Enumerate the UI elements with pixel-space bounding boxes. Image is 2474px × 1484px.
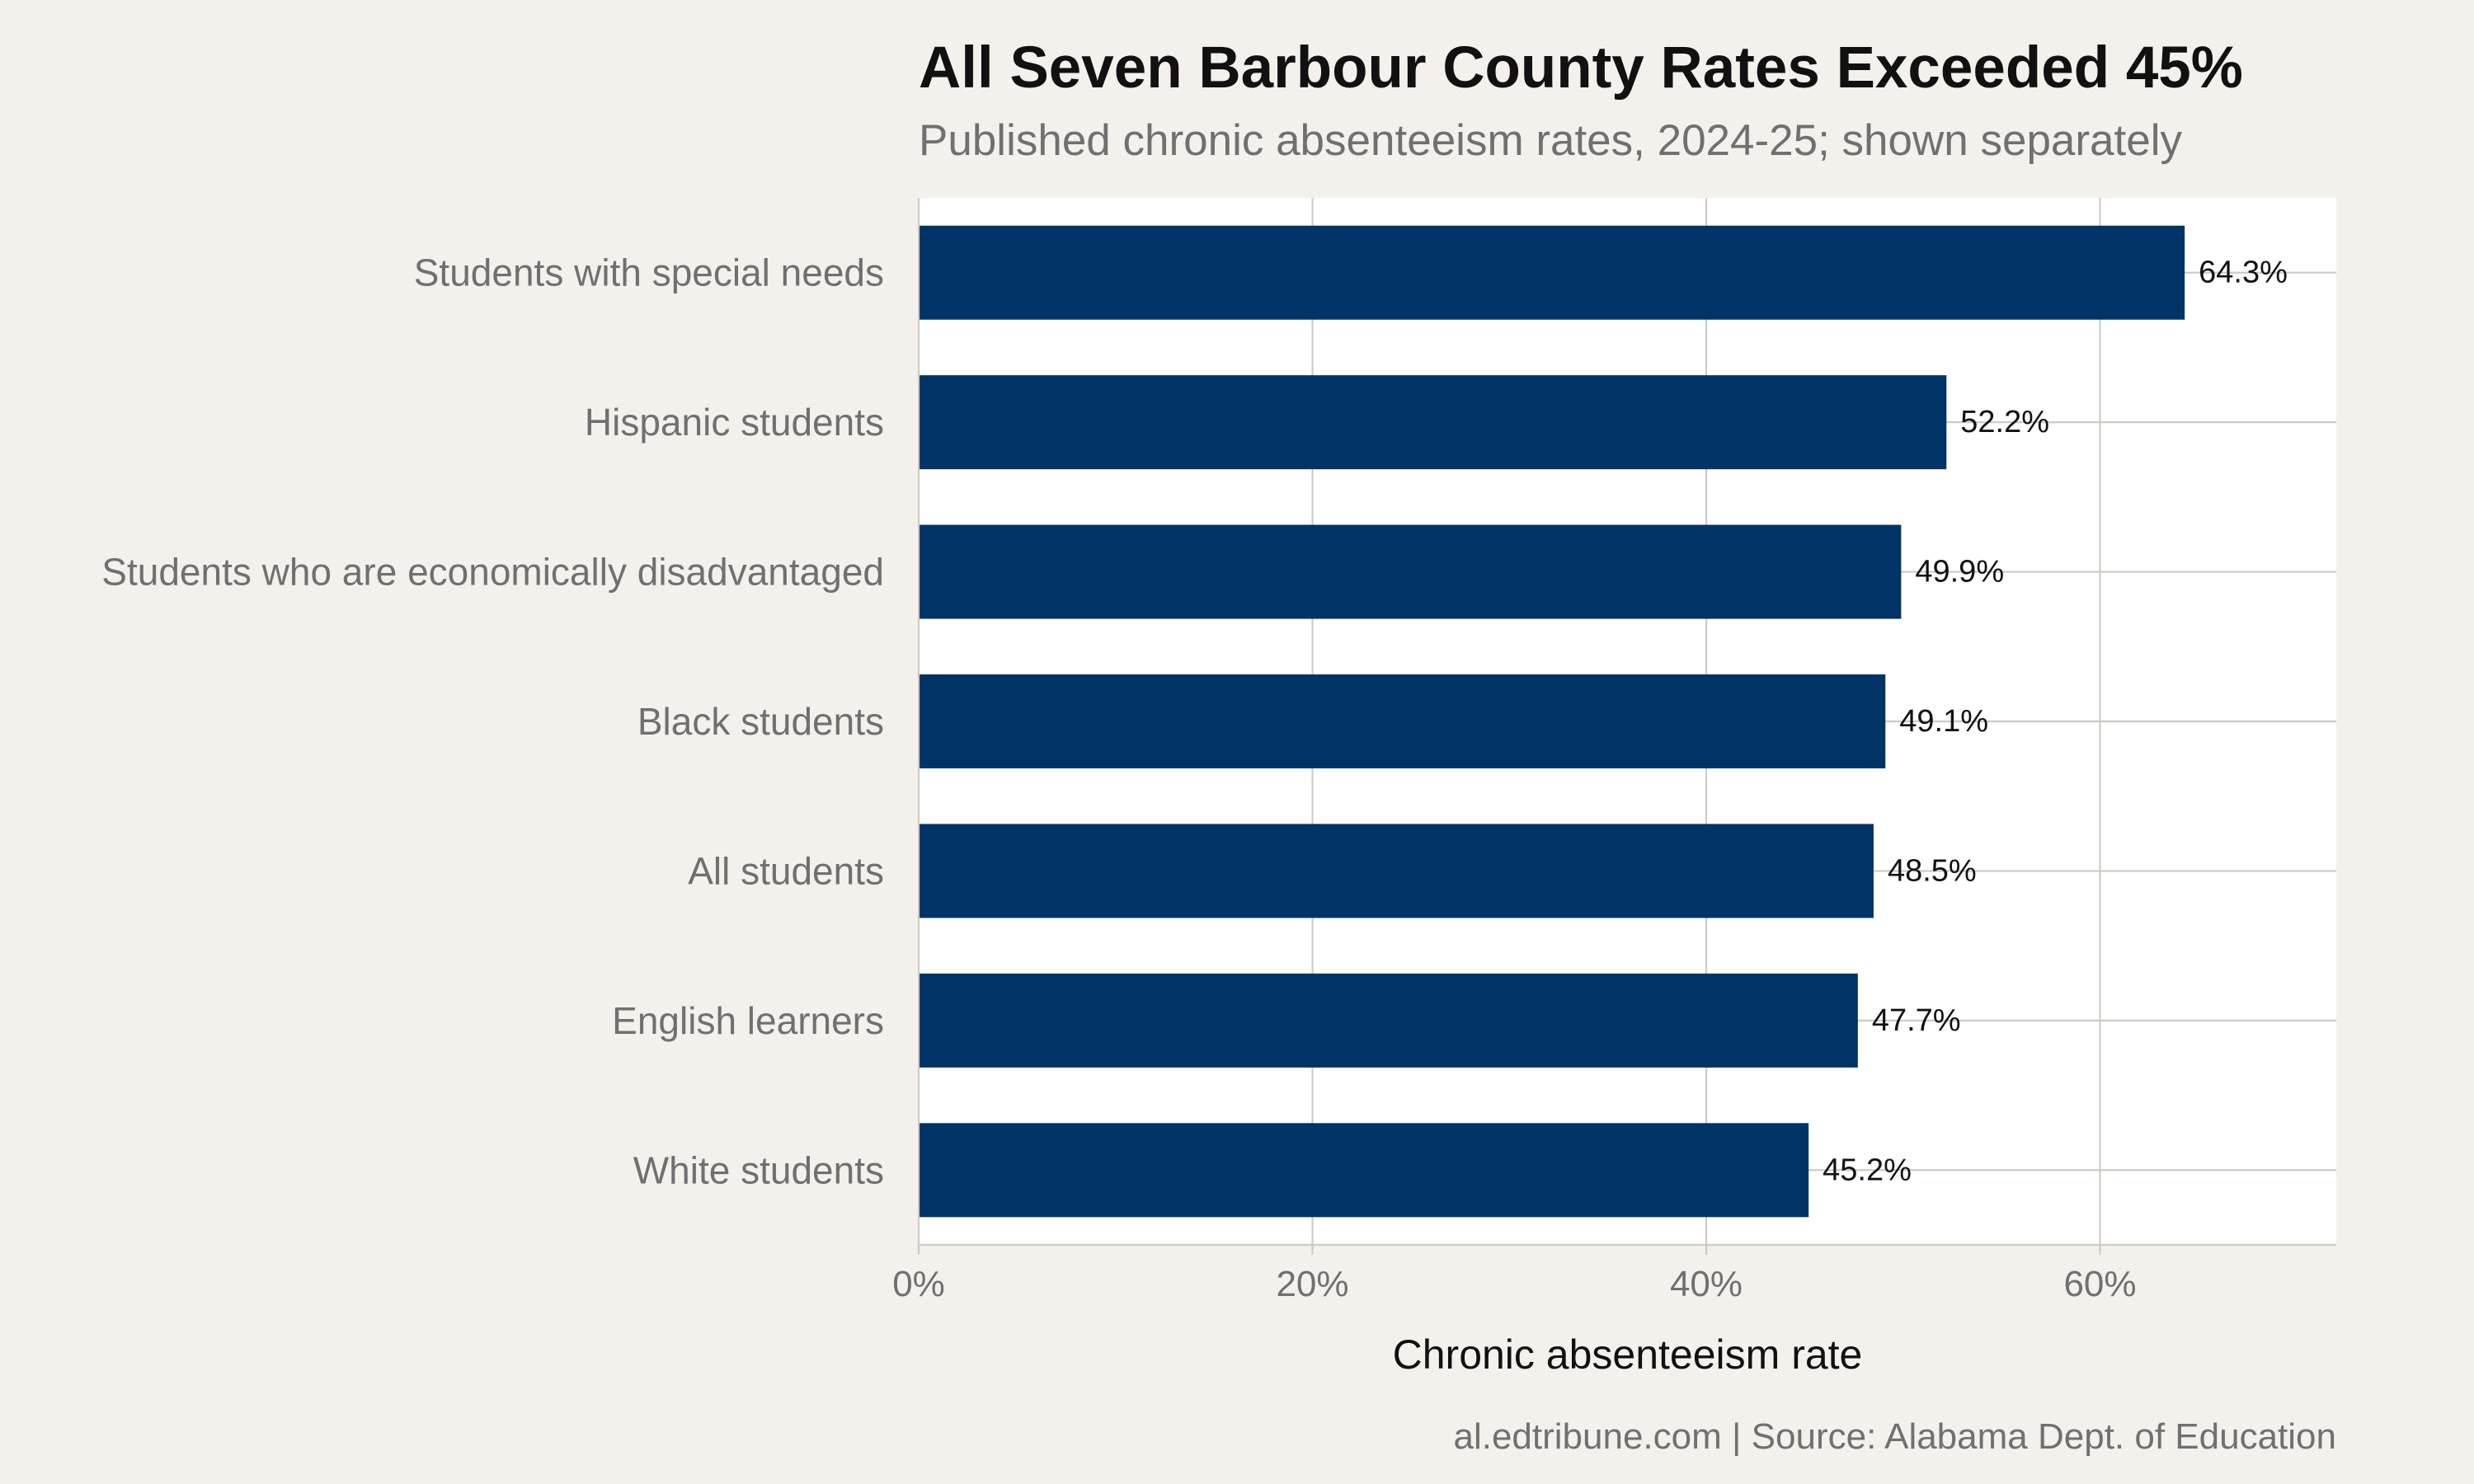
data-label: 45.2% [1823,1153,1912,1187]
bar [919,524,1902,619]
y-tick-label: Students with special needs [414,251,884,294]
data-label: 47.7% [1872,1003,1961,1038]
chart-caption: al.edtribune.com | Source: Alabama Dept.… [1453,1416,2336,1457]
axes: Students with special needs Hispanic stud… [101,198,2336,1304]
chart-subtitle: Published chronic absenteeism rates, 202… [919,116,2183,165]
x-tick-label: 40% [1670,1264,1743,1304]
data-label: 49.1% [1899,704,1988,739]
bar [919,973,1858,1068]
bar [919,375,1947,470]
bar [919,824,1874,918]
bar [919,225,2185,320]
data-label: 52.2% [1960,405,2049,439]
x-axis-title: Chronic absenteeism rate [1393,1331,1863,1378]
y-tick-label: White students [633,1148,884,1191]
x-tick-label: 0% [892,1264,945,1304]
data-label: 49.9% [1915,555,2004,589]
bar [919,1123,1809,1218]
bar [919,674,1886,768]
y-tick-label: English learners [612,999,884,1042]
data-label: 48.5% [1888,853,1977,888]
chart-title: All Seven Barbour County Rates Exceeded … [919,35,2243,101]
y-tick-label: Hispanic students [585,401,884,444]
y-tick-label: Students who are economically disadvanta… [101,551,884,594]
bars [919,225,2185,1218]
x-tick-label: 20% [1276,1264,1348,1304]
data-label: 64.3% [2199,256,2288,290]
y-tick-label: All students [688,849,884,892]
data-labels: 64.3% 52.2% 49.9% 49.1% 48.5% 47.7% 45.2% [1823,256,2288,1188]
y-tick-label: Black students [637,700,884,743]
x-tick-label: 60% [2063,1264,2136,1304]
